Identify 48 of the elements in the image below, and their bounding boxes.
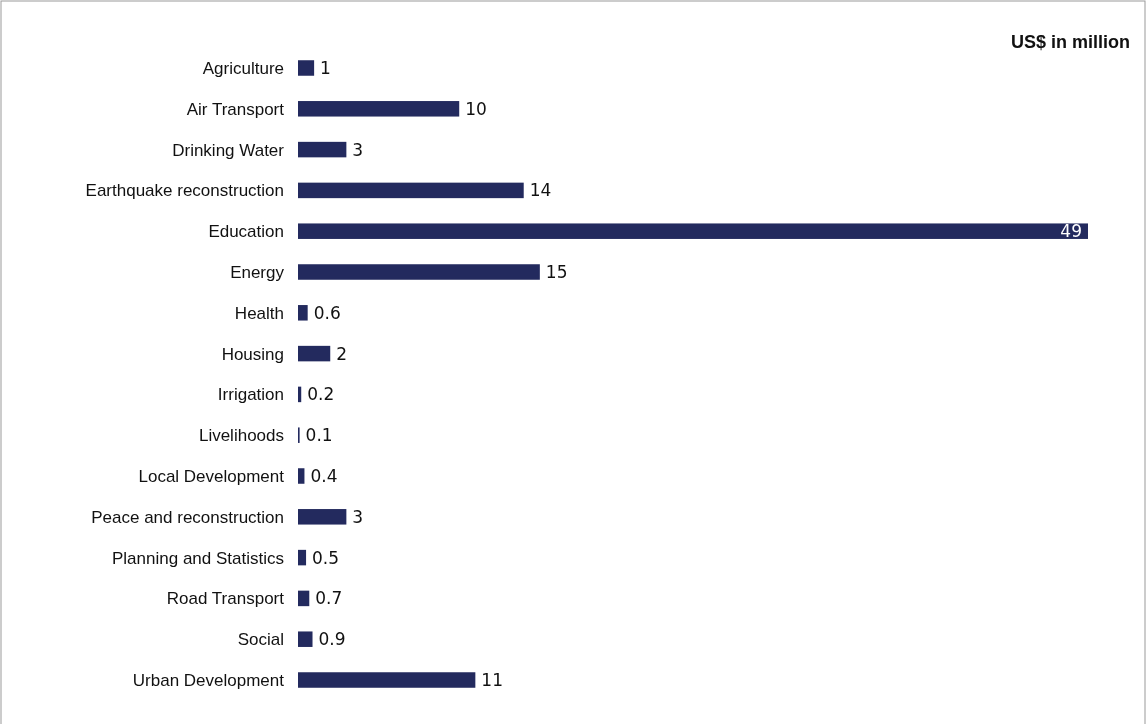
data-label: 0.2 xyxy=(307,384,335,405)
bar xyxy=(298,141,347,158)
bar xyxy=(298,264,540,280)
y-tick-label: Livelihoods xyxy=(198,426,284,446)
data-label: 0.6 xyxy=(313,302,341,323)
bar xyxy=(298,386,302,403)
data-label: 0.7 xyxy=(315,588,343,609)
y-tick-label: Peace and reconstruction xyxy=(91,507,284,527)
bar xyxy=(298,468,305,484)
data-label: 10 xyxy=(465,98,487,119)
y-tick-label: Energy xyxy=(230,262,285,282)
data-label: 0.1 xyxy=(305,425,333,446)
y-tick-label: Urban Development xyxy=(132,670,285,690)
chart-title: US$ in million xyxy=(1010,32,1130,52)
y-tick-label: Road Transport xyxy=(166,589,285,609)
data-label: 0.5 xyxy=(312,547,340,568)
y-tick-label: Irrigation xyxy=(217,385,284,405)
bar xyxy=(298,345,331,362)
data-label: 3 xyxy=(352,506,364,527)
bar xyxy=(298,631,313,647)
y-tick-label: Drinking Water xyxy=(172,140,285,160)
bar xyxy=(298,101,460,117)
bar xyxy=(298,223,1088,239)
data-label: 3 xyxy=(352,139,364,160)
y-tick-label: Education xyxy=(208,222,284,242)
bar xyxy=(298,509,347,525)
bar xyxy=(298,590,310,607)
data-label: 14 xyxy=(529,180,552,201)
y-tick-label: Agriculture xyxy=(202,58,284,78)
data-label: 15 xyxy=(545,261,568,282)
y-tick-label: Earthquake reconstruction xyxy=(85,181,284,201)
data-label: 0.9 xyxy=(318,629,346,650)
data-label: 49 xyxy=(1060,221,1082,242)
y-tick-label: Planning and Statistics xyxy=(112,548,284,568)
y-tick-label: Health xyxy=(234,303,284,323)
bar xyxy=(298,182,524,199)
data-label: 1 xyxy=(320,57,331,78)
bar xyxy=(298,549,307,566)
data-label: 11 xyxy=(481,669,503,690)
bar xyxy=(298,672,476,688)
y-tick-label: Social xyxy=(237,630,284,650)
y-tick-label: Housing xyxy=(221,344,284,364)
bar xyxy=(298,305,308,321)
y-tick-label: Local Development xyxy=(138,466,285,486)
bar xyxy=(298,60,315,76)
data-label: 0.4 xyxy=(310,465,338,486)
data-label: 2 xyxy=(336,343,348,364)
y-tick-label: Air Transport xyxy=(186,99,285,119)
